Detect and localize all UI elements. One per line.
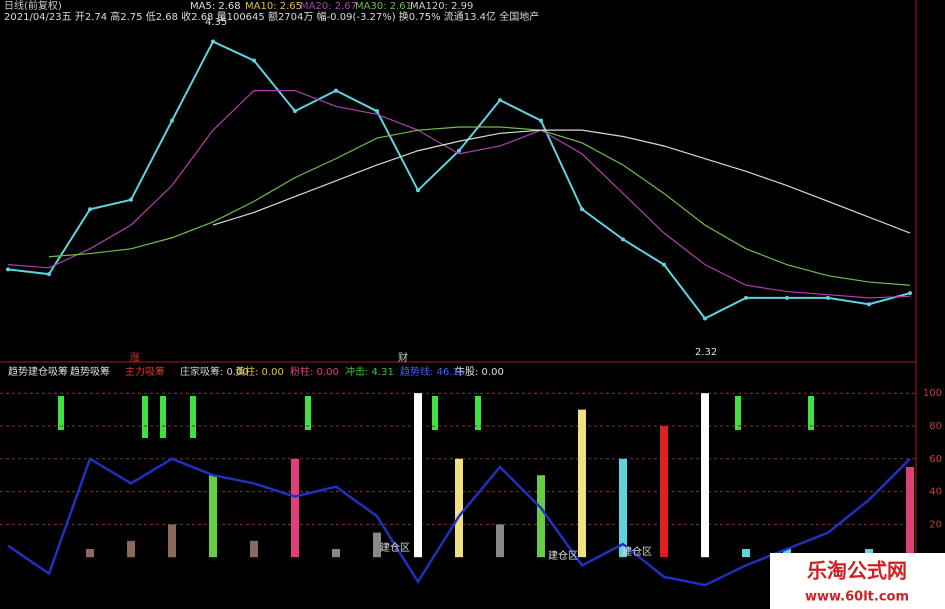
bar bbox=[127, 540, 135, 558]
bar bbox=[701, 393, 709, 558]
annotation: 2.32 bbox=[695, 347, 717, 358]
close-point bbox=[334, 88, 338, 93]
y-tick-label: 20 bbox=[929, 519, 942, 530]
close-point bbox=[252, 58, 256, 63]
series-line bbox=[212, 129, 911, 234]
y-tick-label: 40 bbox=[929, 487, 942, 498]
close-point bbox=[662, 262, 666, 267]
bar bbox=[86, 549, 94, 558]
close-point bbox=[826, 295, 830, 300]
ma-label: MA30: 2.61 bbox=[355, 1, 412, 12]
close-point bbox=[457, 148, 461, 153]
close-point bbox=[416, 188, 420, 193]
y-tick-label: 100 bbox=[923, 388, 942, 399]
close-point bbox=[539, 118, 543, 123]
close-point bbox=[6, 267, 10, 272]
bar bbox=[906, 467, 914, 558]
close-point bbox=[88, 207, 92, 212]
close-point bbox=[170, 118, 174, 123]
ma-label: MA20: 2.67 bbox=[300, 1, 357, 12]
chart-title: 日线(前复权) bbox=[4, 0, 62, 12]
zone-label: 建仓区 bbox=[548, 549, 578, 562]
watermark-name: 乐淘公式网 bbox=[807, 559, 907, 583]
indicator-label: 主力吸筹 bbox=[125, 365, 165, 378]
ma-label: MA5: 2.68 bbox=[190, 1, 241, 12]
zone-label: 建仓区 bbox=[622, 545, 652, 558]
bar bbox=[455, 458, 463, 558]
watermark-box bbox=[770, 553, 945, 609]
close-point bbox=[498, 98, 502, 103]
bar bbox=[291, 458, 299, 558]
indicator-label: 粉柱: 0.00 bbox=[290, 365, 339, 378]
close-point bbox=[785, 295, 789, 300]
close-point bbox=[703, 316, 707, 321]
close-point bbox=[580, 207, 584, 212]
bar bbox=[209, 475, 217, 558]
indicator-label: 趋势吸筹 bbox=[70, 365, 110, 378]
bar bbox=[496, 524, 504, 558]
indicator-label: 趋势线: 46.15 bbox=[400, 365, 465, 378]
indicator-label: 冲击: 4.31 bbox=[345, 365, 394, 378]
bar bbox=[332, 549, 340, 558]
series-line bbox=[7, 90, 911, 299]
ma-label: MA120: 2.99 bbox=[410, 1, 473, 12]
close-point bbox=[375, 109, 379, 114]
close-point bbox=[47, 272, 51, 277]
indicator-label: 牛股: 0.00 bbox=[455, 365, 504, 378]
y-tick-label: 80 bbox=[929, 421, 942, 432]
bar bbox=[537, 475, 545, 558]
bar bbox=[168, 524, 176, 558]
bar bbox=[414, 393, 422, 558]
bar bbox=[660, 426, 668, 558]
bar bbox=[742, 549, 750, 558]
close-point bbox=[908, 291, 912, 296]
bar bbox=[619, 458, 627, 558]
close-point bbox=[293, 109, 297, 114]
marker: 财 bbox=[398, 351, 408, 364]
close-point bbox=[211, 39, 215, 44]
close-point bbox=[867, 302, 871, 307]
bar bbox=[373, 532, 381, 558]
bar bbox=[578, 409, 586, 558]
bar bbox=[250, 540, 258, 558]
indicator-label: 庄家吸筹: 0.00 bbox=[180, 365, 249, 378]
signals bbox=[58, 396, 814, 438]
indicator-label: 黄柱: 0.00 bbox=[235, 365, 284, 378]
quote-info: 2021/04/23五 开2.74 高2.75 低2.68 收2.68 量100… bbox=[4, 10, 539, 23]
marker: 涨 bbox=[130, 352, 140, 364]
close-point bbox=[621, 237, 625, 242]
close-point bbox=[744, 295, 748, 300]
y-tick-label: 60 bbox=[929, 454, 942, 465]
series-line bbox=[48, 126, 911, 286]
ma-label: MA10: 2.65 bbox=[245, 1, 302, 12]
panel-title: 趋势建仓吸筹 bbox=[8, 365, 68, 378]
watermark-url: www.60lt.com bbox=[805, 590, 909, 605]
zone-label: 建仓区 bbox=[380, 541, 410, 554]
close-point bbox=[129, 197, 133, 202]
series-line bbox=[7, 456, 911, 587]
annotation: 4.35 bbox=[205, 17, 227, 28]
